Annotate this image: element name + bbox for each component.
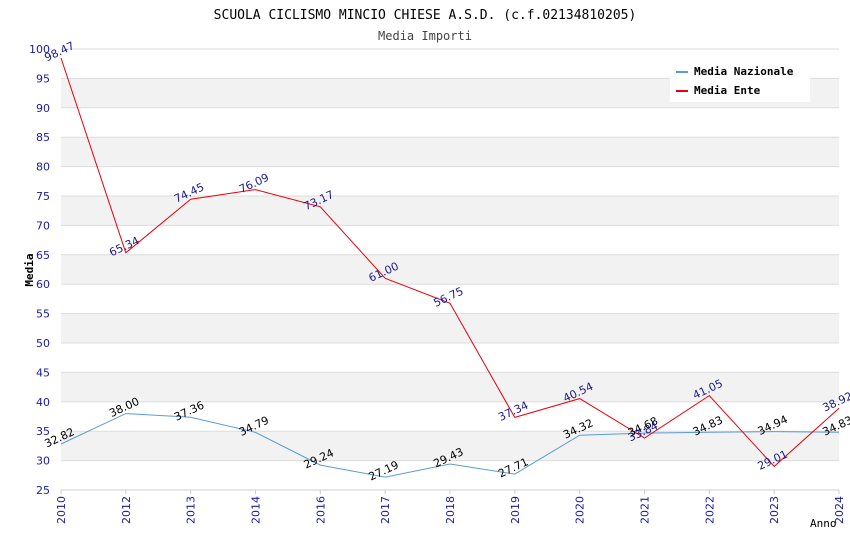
y-tick-label: 35 xyxy=(36,425,50,438)
y-tick-label: 85 xyxy=(36,131,50,144)
y-tick-label: 100 xyxy=(29,43,50,56)
chart-subtitle: Media Importi xyxy=(378,29,472,43)
x-tick-label: 2013 xyxy=(185,496,198,524)
x-tick-label: 2023 xyxy=(768,496,781,524)
x-tick-label: 2019 xyxy=(509,496,522,524)
x-tick-label: 2018 xyxy=(444,496,457,524)
plot-band xyxy=(61,460,839,490)
y-tick-label: 45 xyxy=(36,366,50,379)
y-tick-label: 80 xyxy=(36,161,50,174)
plot-band xyxy=(61,284,839,314)
legend-label: Media Nazionale xyxy=(694,65,794,78)
series-line xyxy=(60,57,840,468)
x-tick-label: 2014 xyxy=(250,496,263,524)
legend: Media Nazionale Media Ente xyxy=(670,60,810,102)
y-tick-label: 25 xyxy=(36,484,50,497)
plot-band xyxy=(61,137,839,167)
x-tick-label: 2020 xyxy=(574,496,587,524)
x-tick-label: 2010 xyxy=(55,496,68,524)
plot-band xyxy=(61,401,839,432)
plot-background-bands xyxy=(61,49,839,490)
plot-band xyxy=(61,313,839,343)
y-tick-label: 50 xyxy=(36,337,50,350)
chart-title: SCUOLA CICLISMO MINCIO CHIESE A.S.D. (c.… xyxy=(214,8,637,23)
x-tick-label: 2016 xyxy=(314,496,327,524)
x-tick-label: 2021 xyxy=(639,496,652,524)
x-axis-label: Anno xyxy=(810,517,837,530)
plot-band xyxy=(61,343,839,373)
x-axis-ticks: 2010 2012 2013 2014 2016 2017 2018 2019 2020 2021… xyxy=(55,490,846,524)
y-tick-label: 65 xyxy=(36,249,50,262)
plot-band xyxy=(61,254,839,285)
y-tick-label: 75 xyxy=(36,190,50,203)
plot-band xyxy=(61,107,839,138)
y-tick-label: 55 xyxy=(36,308,50,321)
y-tick-label: 30 xyxy=(36,455,50,468)
y-axis-ticks: 25 30 35 40 45 50 55 60 65 70 75 80 85 90 95 100 xyxy=(29,43,50,497)
y-tick-label: 90 xyxy=(36,102,50,115)
plot-band xyxy=(61,196,839,226)
plot-band xyxy=(61,431,839,461)
y-tick-label: 70 xyxy=(36,219,50,232)
series-line xyxy=(60,413,840,478)
plot-band xyxy=(61,166,839,196)
plot-band xyxy=(61,372,839,402)
x-tick-label: 2022 xyxy=(703,496,716,524)
x-tick-label: 2017 xyxy=(379,496,392,524)
legend-box xyxy=(670,60,810,102)
x-tick-label: 2024 xyxy=(833,496,846,524)
x-tick-label: 2012 xyxy=(120,496,133,524)
plot-band xyxy=(61,225,839,255)
y-tick-label: 60 xyxy=(36,278,50,291)
y-tick-label: 40 xyxy=(36,396,50,409)
y-axis-label: Media xyxy=(23,253,36,286)
legend-label: Media Ente xyxy=(694,84,761,97)
y-tick-label: 95 xyxy=(36,72,50,85)
series-lines xyxy=(60,57,840,478)
